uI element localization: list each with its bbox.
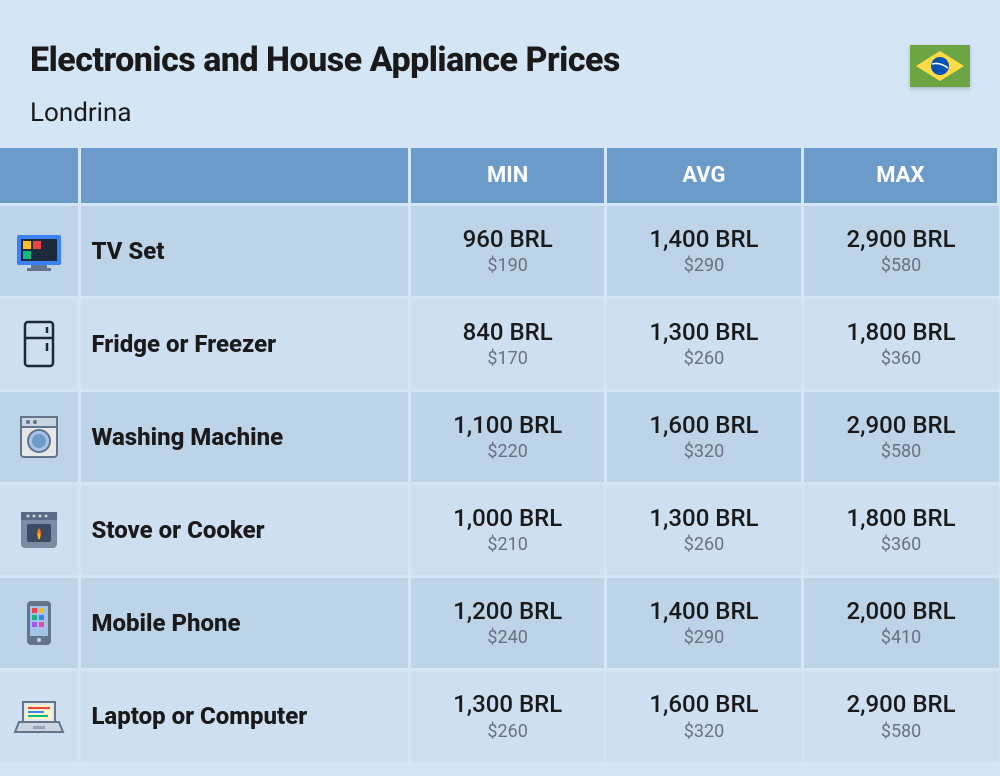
min-usd: $220 <box>411 441 604 462</box>
max-value: 1,800 BRL <box>804 318 999 347</box>
row-avg: 1,400 BRL $290 <box>606 576 802 669</box>
avg-value: 1,400 BRL <box>607 225 800 254</box>
row-min: 960 BRL $190 <box>409 204 605 297</box>
row-icon-cell <box>0 576 80 669</box>
table-row: Mobile Phone 1,200 BRL $240 1,400 BRL $2… <box>0 576 999 669</box>
max-usd: $360 <box>804 534 999 555</box>
phone-icon <box>13 597 65 649</box>
min-value: 1,200 BRL <box>411 597 604 626</box>
max-usd: $580 <box>804 721 999 742</box>
row-icon-cell <box>0 204 80 297</box>
row-min: 1,100 BRL $220 <box>409 390 605 483</box>
min-value: 1,100 BRL <box>411 411 604 440</box>
row-name: Laptop or Computer <box>80 669 410 762</box>
min-usd: $210 <box>411 534 604 555</box>
row-avg: 1,300 BRL $260 <box>606 483 802 576</box>
washer-icon <box>13 411 65 463</box>
row-min: 1,000 BRL $210 <box>409 483 605 576</box>
header: Electronics and House Appliance Prices L… <box>0 0 1000 148</box>
row-max: 1,800 BRL $360 <box>802 297 998 390</box>
brazil-flag-icon <box>910 45 970 87</box>
col-header-icon <box>0 148 80 204</box>
max-usd: $580 <box>804 255 999 276</box>
col-header-min: MIN <box>409 148 605 204</box>
avg-usd: $260 <box>607 348 800 369</box>
row-avg: 1,400 BRL $290 <box>606 204 802 297</box>
table-row: Fridge or Freezer 840 BRL $170 1,300 BRL… <box>0 297 999 390</box>
max-usd: $580 <box>804 441 999 462</box>
avg-value: 1,600 BRL <box>607 411 800 440</box>
tv-icon <box>13 225 65 277</box>
max-usd: $360 <box>804 348 999 369</box>
row-name: Stove or Cooker <box>80 483 410 576</box>
table-row: Laptop or Computer 1,300 BRL $260 1,600 … <box>0 669 999 762</box>
max-value: 1,800 BRL <box>804 504 999 533</box>
row-max: 1,800 BRL $360 <box>802 483 998 576</box>
row-name: Fridge or Freezer <box>80 297 410 390</box>
col-header-avg: AVG <box>606 148 802 204</box>
avg-usd: $290 <box>607 627 800 648</box>
fridge-icon <box>13 318 65 370</box>
table-row: Washing Machine 1,100 BRL $220 1,600 BRL… <box>0 390 999 483</box>
min-value: 1,300 BRL <box>411 690 604 719</box>
page-subtitle: Londrina <box>30 98 970 128</box>
avg-usd: $260 <box>607 534 800 555</box>
avg-usd: $320 <box>607 441 800 462</box>
row-name: Mobile Phone <box>80 576 410 669</box>
row-max: 2,900 BRL $580 <box>802 390 998 483</box>
row-max: 2,900 BRL $580 <box>802 204 998 297</box>
row-icon-cell <box>0 669 80 762</box>
min-usd: $240 <box>411 627 604 648</box>
table-header-row: MIN AVG MAX <box>0 148 999 204</box>
row-min: 840 BRL $170 <box>409 297 605 390</box>
row-avg: 1,300 BRL $260 <box>606 297 802 390</box>
row-icon-cell <box>0 483 80 576</box>
max-value: 2,000 BRL <box>804 597 999 626</box>
row-name: TV Set <box>80 204 410 297</box>
row-avg: 1,600 BRL $320 <box>606 390 802 483</box>
min-value: 1,000 BRL <box>411 504 604 533</box>
row-icon-cell <box>0 390 80 483</box>
min-value: 960 BRL <box>411 225 604 254</box>
col-header-max: MAX <box>802 148 998 204</box>
min-usd: $190 <box>411 255 604 276</box>
row-max: 2,900 BRL $580 <box>802 669 998 762</box>
laptop-icon <box>13 690 65 742</box>
avg-usd: $320 <box>607 721 800 742</box>
avg-usd: $290 <box>607 255 800 276</box>
stove-icon <box>13 504 65 556</box>
col-header-name <box>80 148 410 204</box>
row-name: Washing Machine <box>80 390 410 483</box>
price-table: MIN AVG MAX TV Set 960 BRL $190 1,400 BR… <box>0 148 1000 762</box>
max-value: 2,900 BRL <box>804 411 999 440</box>
row-icon-cell <box>0 297 80 390</box>
min-value: 840 BRL <box>411 318 604 347</box>
row-avg: 1,600 BRL $320 <box>606 669 802 762</box>
max-value: 2,900 BRL <box>804 690 999 719</box>
min-usd: $260 <box>411 721 604 742</box>
table-row: Stove or Cooker 1,000 BRL $210 1,300 BRL… <box>0 483 999 576</box>
row-min: 1,200 BRL $240 <box>409 576 605 669</box>
avg-value: 1,400 BRL <box>607 597 800 626</box>
min-usd: $170 <box>411 348 604 369</box>
avg-value: 1,600 BRL <box>607 690 800 719</box>
page-title: Electronics and House Appliance Prices <box>30 40 970 80</box>
table-row: TV Set 960 BRL $190 1,400 BRL $290 2,900… <box>0 204 999 297</box>
avg-value: 1,300 BRL <box>607 504 800 533</box>
max-value: 2,900 BRL <box>804 225 999 254</box>
row-min: 1,300 BRL $260 <box>409 669 605 762</box>
avg-value: 1,300 BRL <box>607 318 800 347</box>
max-usd: $410 <box>804 627 999 648</box>
row-max: 2,000 BRL $410 <box>802 576 998 669</box>
